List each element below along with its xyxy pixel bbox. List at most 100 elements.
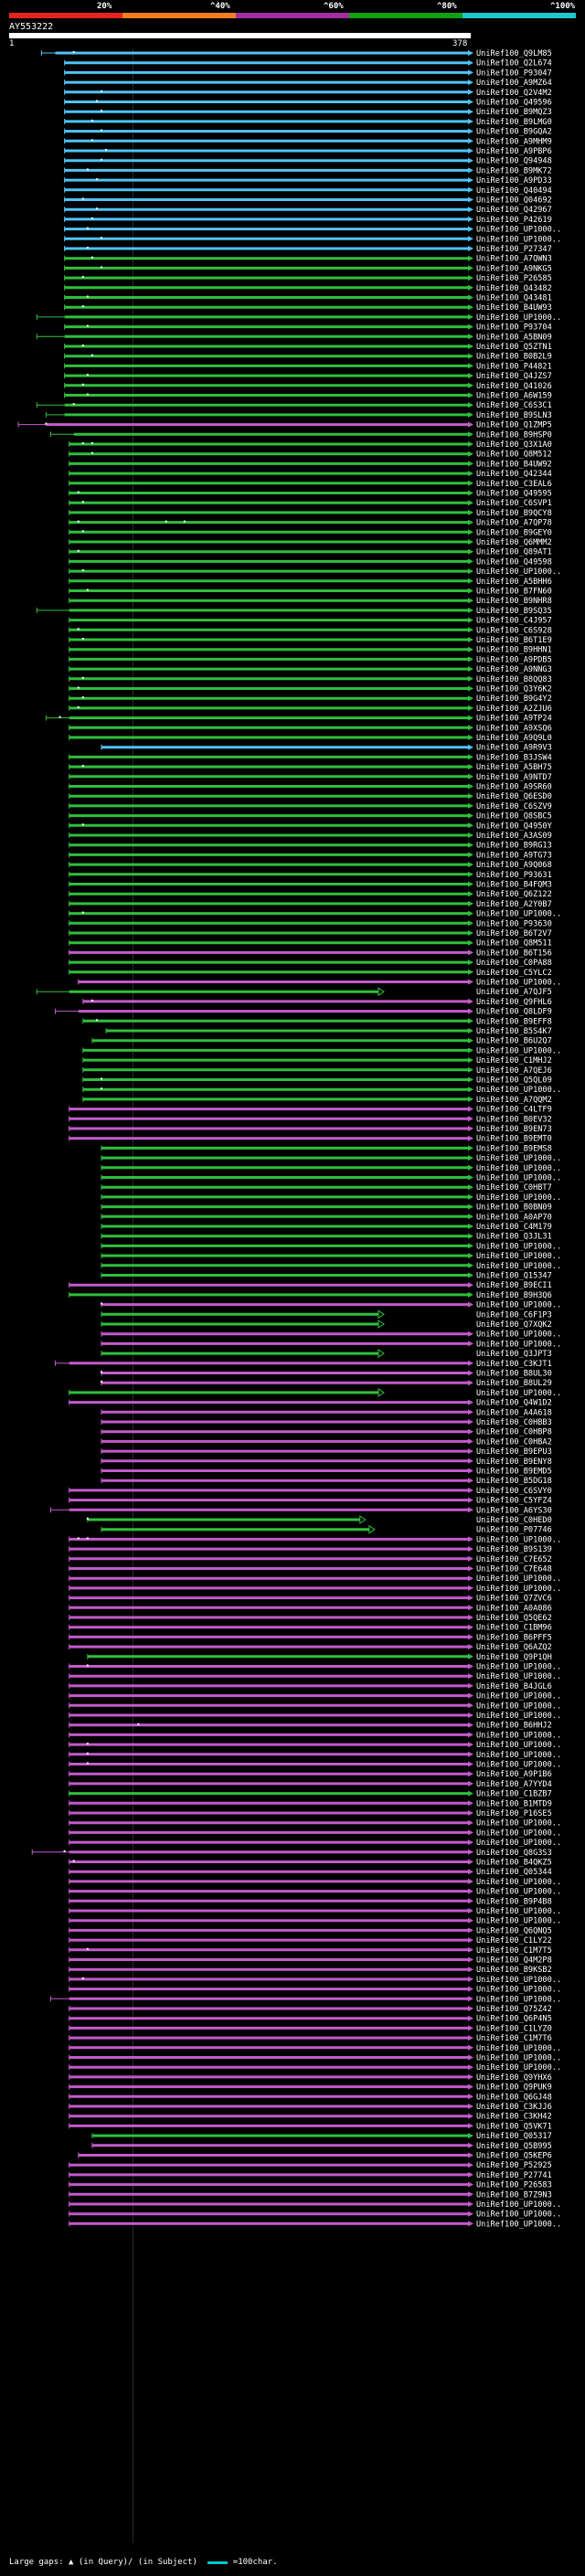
- hit-end-arrow: [468, 627, 473, 633]
- hit-end-arrow: [468, 998, 473, 1004]
- hit-end-arrow: [468, 558, 473, 565]
- hit-label: UniRef100_C6SVP1: [476, 499, 552, 508]
- hit-end-arrow: [468, 1800, 473, 1807]
- hit-end-arrow: [468, 509, 473, 515]
- hit-label: UniRef100_UP1000..: [476, 1535, 561, 1544]
- hit-end-arrow: [468, 304, 473, 311]
- hit-label: UniRef100_Q5KEP6: [476, 2152, 552, 2161]
- hit-end-arrow: [468, 900, 473, 906]
- hit-label: UniRef100_B0B2L9: [476, 353, 552, 362]
- hit-end-arrow: [468, 637, 473, 642]
- hit-label: UniRef100_UP1000..: [476, 1252, 561, 1261]
- hit-end-arrow: [468, 118, 473, 124]
- hit-end-arrow: [468, 1751, 473, 1757]
- hit-label: UniRef100_Q49598: [476, 557, 552, 567]
- hit-label: UniRef100_UP1000..: [476, 1819, 561, 1829]
- hit-label: UniRef100_Q42967: [476, 206, 552, 215]
- hit-label: UniRef100_A9Q9L0: [476, 734, 552, 743]
- hit-end-arrow: [468, 2044, 473, 2051]
- hit-end-arrow: [468, 1927, 473, 1934]
- scale-segment: [122, 13, 236, 18]
- hit-end-arrow: [468, 1203, 473, 1210]
- hit-end-arrow: [468, 1380, 473, 1386]
- hit-end-arrow: [468, 1028, 473, 1034]
- hit-label: UniRef100_Q4M2P8: [476, 1956, 552, 1966]
- hit-label: UniRef100_A9P1B6: [476, 1770, 552, 1779]
- hit-end-arrow: [468, 578, 473, 584]
- hit-end-arrow: [468, 1214, 473, 1220]
- hit-label: UniRef100_Q6ESD0: [476, 792, 552, 801]
- hit-label: UniRef100_UP1000..: [476, 313, 561, 323]
- gap-marker: [81, 530, 84, 533]
- hit-label: UniRef100_C0PA88: [476, 959, 552, 968]
- hit-label: UniRef100_A7QQM2: [476, 1096, 552, 1105]
- hit-label: UniRef100_B9HSP0: [476, 430, 552, 440]
- hit-end-arrow: [468, 186, 473, 193]
- gap-marker: [81, 345, 84, 346]
- hit-label: UniRef100_P27347: [476, 245, 552, 254]
- hit-label: UniRef100_P42619: [476, 216, 552, 225]
- hit-end-arrow: [468, 1624, 473, 1630]
- hit-end-arrow: [468, 1702, 473, 1709]
- hit-label: UniRef100_Q7XQK2: [476, 1320, 552, 1330]
- hit-label: UniRef100_B6T2V7: [476, 929, 552, 938]
- hit-label: UniRef100_Q3JPT3: [476, 1350, 552, 1359]
- hit-label: UniRef100_UP1000..: [476, 2200, 561, 2210]
- hit-end-arrow: [468, 431, 473, 438]
- hit-label: UniRef100_A2ZJU6: [476, 705, 552, 714]
- hit-label: UniRef100_UP1000..: [476, 2210, 561, 2220]
- hit-label: UniRef100_P26585: [476, 274, 552, 283]
- hit-end-arrow: [468, 1478, 473, 1484]
- hit-label: UniRef100_Q8M511: [476, 939, 552, 949]
- hit-label: UniRef100_UP1000..: [476, 1701, 561, 1711]
- hit-end-arrow: [468, 1634, 473, 1640]
- in-query-marker-icon: ▲: [69, 2558, 74, 2567]
- scale-segment: [236, 13, 349, 18]
- hit-label: UniRef100_A5BH75: [476, 763, 552, 772]
- hit-end-arrow: [468, 1605, 473, 1611]
- hit-label: UniRef100_Q94948: [476, 157, 552, 166]
- hit-end-arrow: [468, 1096, 473, 1102]
- gap-marker: [101, 1302, 102, 1305]
- hit-end-arrow: [468, 80, 473, 86]
- hit-label: UniRef100_Q6P4N5: [476, 2015, 552, 2024]
- hit-end-arrow: [468, 1956, 473, 1963]
- hit-end-arrow: [468, 822, 473, 829]
- gap-marker: [77, 491, 80, 493]
- hit-end-arrow: [468, 2025, 473, 2031]
- hit-end-arrow: [468, 969, 473, 975]
- hit-end-arrow: [468, 1790, 473, 1797]
- gap-marker: [101, 90, 102, 92]
- hit-label: UniRef100_P93704: [476, 323, 552, 333]
- gap-marker: [95, 1019, 98, 1022]
- gap-marker: [77, 686, 80, 689]
- gap-marker: [101, 1381, 102, 1383]
- hit-label: UniRef100_B9G4Y2: [476, 694, 552, 704]
- gap-marker: [90, 119, 93, 122]
- hit-label: UniRef100_A9PD33: [476, 176, 552, 186]
- hit-end-arrow: [468, 2191, 473, 2198]
- hit-end-arrow: [468, 1819, 473, 1826]
- gap-marker: [81, 276, 84, 279]
- hit-end-arrow: [468, 334, 473, 340]
- hit-label: UniRef100_Q6AZQ2: [476, 1643, 552, 1652]
- hit-end-arrow: [468, 1859, 473, 1865]
- hit-label: UniRef100_Q6MMM2: [476, 538, 552, 547]
- hit-label: UniRef100_Q15347: [476, 1272, 552, 1281]
- hit-label: UniRef100_P27741: [476, 2171, 552, 2180]
- hit-label: UniRef100_B9EMT0: [476, 1135, 552, 1144]
- hit-end-arrow: [468, 441, 473, 447]
- hit-label: UniRef100_Q5VK71: [476, 2122, 552, 2131]
- hit-end-arrow: [468, 1565, 473, 1572]
- gap-marker: [86, 227, 89, 229]
- gap-marker: [95, 178, 98, 181]
- hit-end-arrow: [468, 1673, 473, 1680]
- gap-marker: [72, 403, 75, 406]
- hit-end-arrow: [468, 656, 473, 663]
- hit-end-arrow: [468, 1419, 473, 1425]
- hit-label: UniRef100_A2Y0B7: [476, 900, 552, 909]
- hit-label: UniRef100_Q5ZTN1: [476, 343, 552, 352]
- hit-end-arrow: [468, 392, 473, 398]
- hit-end-arrow: [468, 1409, 473, 1415]
- gap-marker: [72, 51, 75, 53]
